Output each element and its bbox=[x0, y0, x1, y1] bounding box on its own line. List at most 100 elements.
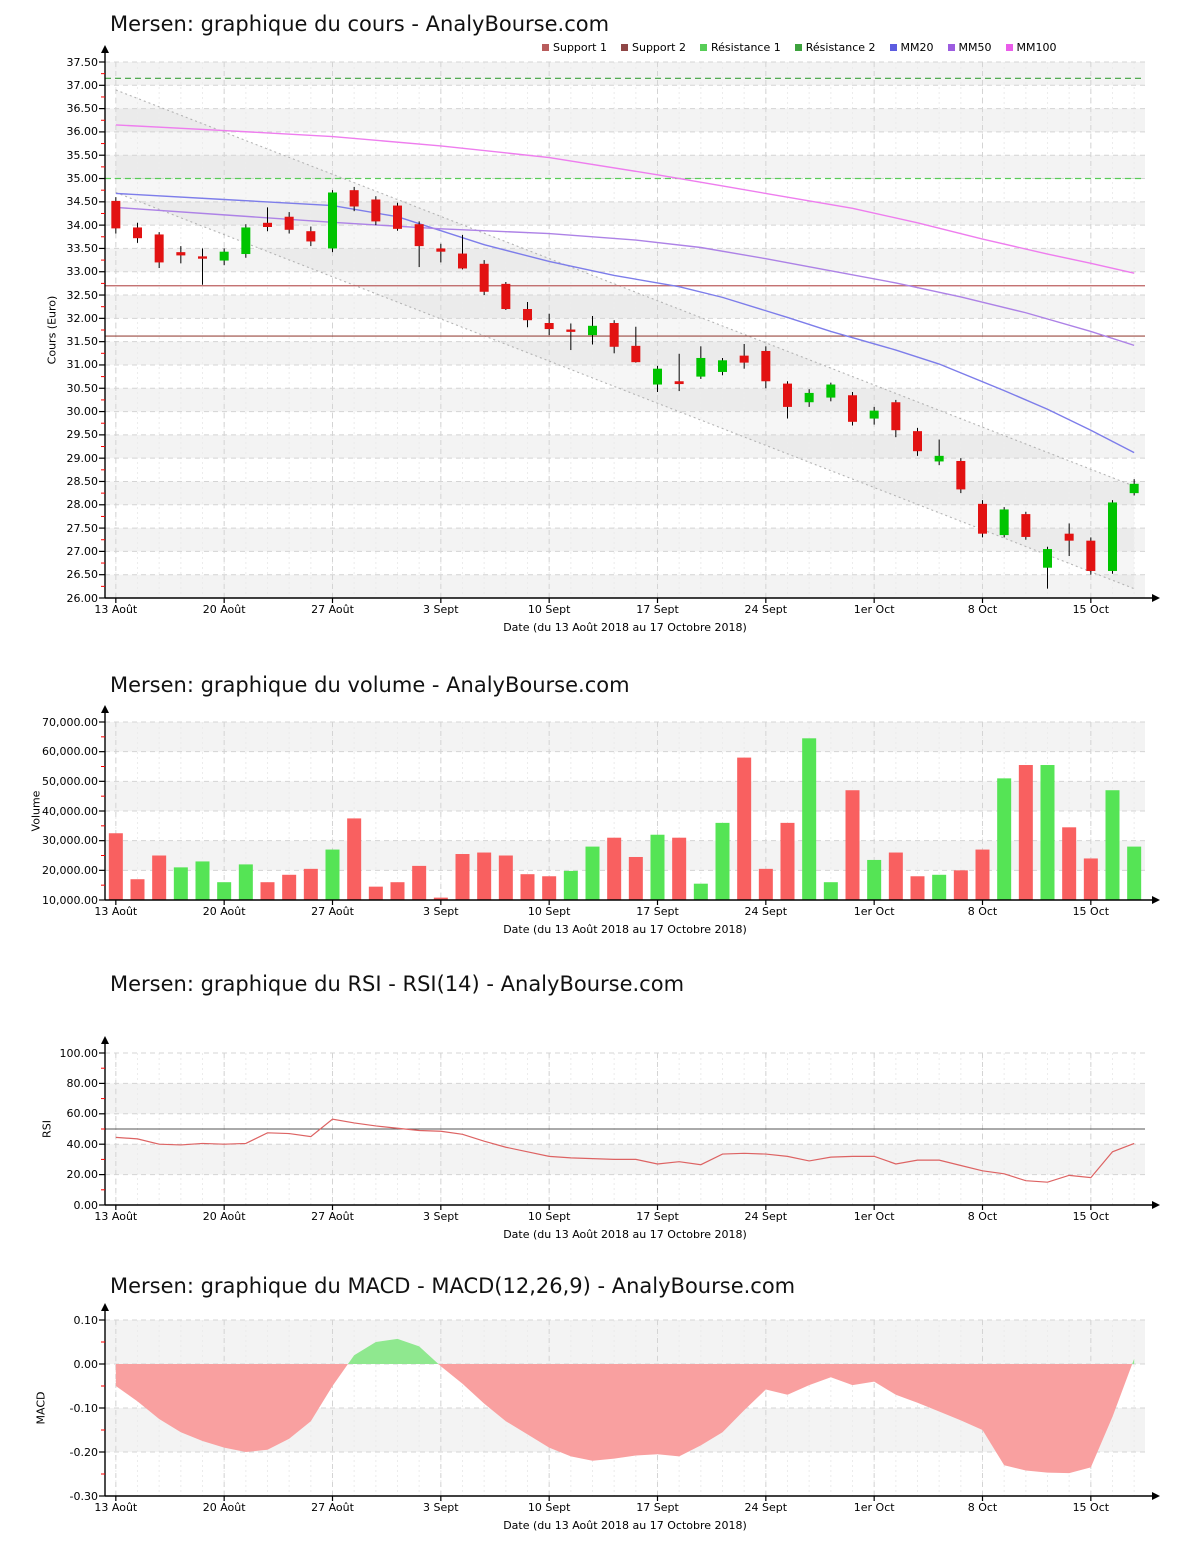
price-y-tick-label: 37.00 bbox=[66, 78, 99, 92]
price-y-tick-label: 34.50 bbox=[66, 195, 99, 209]
legend-swatch bbox=[947, 44, 955, 51]
candle-10/10 bbox=[1021, 514, 1031, 537]
volume-x-axis-title: Date (du 13 Août 2018 au 17 Octobre 2018… bbox=[503, 923, 747, 936]
candle-23/08 bbox=[284, 216, 294, 230]
rsi-x-tick-label: 8 Oct bbox=[967, 1210, 998, 1223]
rsi-y-tick-label: 60.00 bbox=[66, 1107, 99, 1121]
volume-x-tick-label: 13 Août bbox=[94, 905, 138, 918]
mm50-line bbox=[115, 206, 1135, 347]
volume-y-tick-label: 70,000.00 bbox=[42, 715, 98, 729]
volume-bar-02/10 bbox=[888, 852, 903, 900]
macd-x-tick-label: 20 Août bbox=[202, 1501, 246, 1514]
rsi-x-tick-label: 10 Sept bbox=[527, 1210, 571, 1223]
rsi-y-tick-label: 20.00 bbox=[66, 1168, 99, 1182]
volume-bar-21/09 bbox=[737, 757, 752, 900]
volume-bar-07/09 bbox=[520, 874, 535, 900]
mm20-line bbox=[115, 192, 1135, 454]
volume-bar-13/09 bbox=[607, 837, 622, 900]
volume-bar-13/08 bbox=[108, 833, 123, 900]
legend-label: Support 1 bbox=[553, 41, 607, 54]
volume-bar-05/10 bbox=[953, 870, 968, 900]
candle-27/08 bbox=[328, 192, 337, 249]
candle-31/08 bbox=[414, 224, 424, 247]
rsi-chart-title: Mersen: graphique du RSI - RSI(14) - Ana… bbox=[110, 972, 685, 996]
price-y-tick-label: 30.00 bbox=[66, 405, 99, 419]
price-x-tick-label: 1er Oct bbox=[853, 603, 895, 616]
rsi-x-tick-label: 3 Sept bbox=[423, 1210, 459, 1223]
candle-12/09 bbox=[588, 325, 597, 336]
rsi-plot bbox=[99, 1036, 1160, 1210]
channel-upper-line bbox=[115, 89, 1135, 487]
legend-label: MM100 bbox=[1016, 41, 1057, 54]
candle-26/09 bbox=[804, 392, 814, 403]
mm100-line bbox=[115, 124, 1135, 274]
volume-bar-10/10 bbox=[1018, 765, 1033, 900]
candle-15/10 bbox=[1086, 540, 1096, 571]
rsi-y-tick-label: 40.00 bbox=[66, 1137, 99, 1151]
volume-bar-27/08 bbox=[325, 849, 340, 900]
volume-bar-23/08 bbox=[282, 874, 297, 900]
macd-y-tick-label: -0.10 bbox=[69, 1401, 98, 1415]
macd-x-tick-label: 1er Oct bbox=[853, 1501, 895, 1514]
candle-09/10 bbox=[999, 509, 1009, 536]
volume-x-tick-label: 24 Sept bbox=[744, 905, 788, 918]
volume-bar-14/09 bbox=[628, 856, 643, 900]
volume-bar-06/09 bbox=[498, 855, 513, 900]
volume-bar-09/10 bbox=[997, 778, 1012, 900]
price-x-tick-label: 13 Août bbox=[94, 603, 138, 616]
volume-y-tick-label: 60,000.00 bbox=[42, 745, 98, 759]
candle-04/10 bbox=[934, 455, 944, 462]
volume-y-tick-label: 10,000.00 bbox=[42, 893, 98, 907]
price-y-tick-label: 32.00 bbox=[66, 311, 99, 325]
volume-bar-18/09 bbox=[672, 837, 687, 900]
candle-16/10 bbox=[1108, 502, 1117, 571]
candle-18/09 bbox=[674, 381, 684, 385]
volume-x-tick-label: 15 Oct bbox=[1072, 905, 1110, 918]
legend-item-mm20: MM20 bbox=[889, 41, 934, 54]
price-chart-title: Mersen: graphique du cours - AnalyBourse… bbox=[110, 12, 610, 36]
volume-bar-22/08 bbox=[260, 882, 275, 900]
legend-item-mm100: MM100 bbox=[1005, 41, 1057, 54]
macd-y-tick-label: -0.30 bbox=[69, 1489, 98, 1503]
macd-x-tick-label: 15 Oct bbox=[1072, 1501, 1110, 1514]
volume-bar-05/09 bbox=[477, 852, 492, 900]
volume-bar-17/08 bbox=[195, 861, 210, 900]
candle-06/09 bbox=[501, 283, 511, 310]
volume-x-tick-label: 17 Sept bbox=[636, 905, 679, 918]
legend-swatch bbox=[889, 44, 897, 51]
volume-bar-28/09 bbox=[845, 790, 860, 900]
price-plot bbox=[99, 45, 1160, 603]
volume-bar-17/10 bbox=[1127, 846, 1142, 900]
price-y-tick-label: 35.50 bbox=[66, 148, 99, 162]
legend-item-résistance-2: Résistance 2 bbox=[794, 41, 876, 54]
volume-bar-16/10 bbox=[1105, 790, 1120, 900]
price-y-tick-label: 26.50 bbox=[66, 568, 99, 582]
price-y-tick-label: 37.50 bbox=[66, 55, 99, 69]
volume-bar-25/09 bbox=[780, 822, 795, 900]
candle-20/08 bbox=[219, 251, 229, 261]
volume-bar-26/09 bbox=[802, 738, 817, 900]
volume-bar-11/09 bbox=[563, 870, 578, 900]
price-y-tick-label: 35.00 bbox=[66, 172, 99, 186]
x-axis-arrow bbox=[1152, 1492, 1160, 1500]
volume-bar-27/09 bbox=[823, 882, 838, 900]
macd-x-tick-label: 10 Sept bbox=[527, 1501, 571, 1514]
volume-bar-31/08 bbox=[412, 865, 427, 900]
candle-08/10 bbox=[978, 503, 987, 534]
volume-bar-15/10 bbox=[1083, 858, 1098, 900]
legend-label: Résistance 2 bbox=[805, 41, 876, 54]
candle-14/09 bbox=[631, 345, 641, 363]
price-y-tick-label: 26.00 bbox=[66, 591, 99, 605]
price-y-tick-label: 36.00 bbox=[66, 125, 99, 139]
candle-13/08 bbox=[111, 200, 121, 229]
volume-bar-29/08 bbox=[368, 886, 383, 900]
price-y-tick-label: 29.50 bbox=[66, 428, 99, 442]
price-y-tick-label: 36.50 bbox=[66, 102, 99, 116]
legend-label: Support 2 bbox=[631, 41, 686, 54]
candle-12/10 bbox=[1064, 533, 1074, 541]
price-y-tick-label: 27.00 bbox=[66, 544, 99, 558]
y-axis-arrow bbox=[101, 1303, 109, 1311]
legend-item-mm50: MM50 bbox=[947, 41, 992, 54]
price-x-tick-label: 27 Août bbox=[311, 603, 354, 616]
